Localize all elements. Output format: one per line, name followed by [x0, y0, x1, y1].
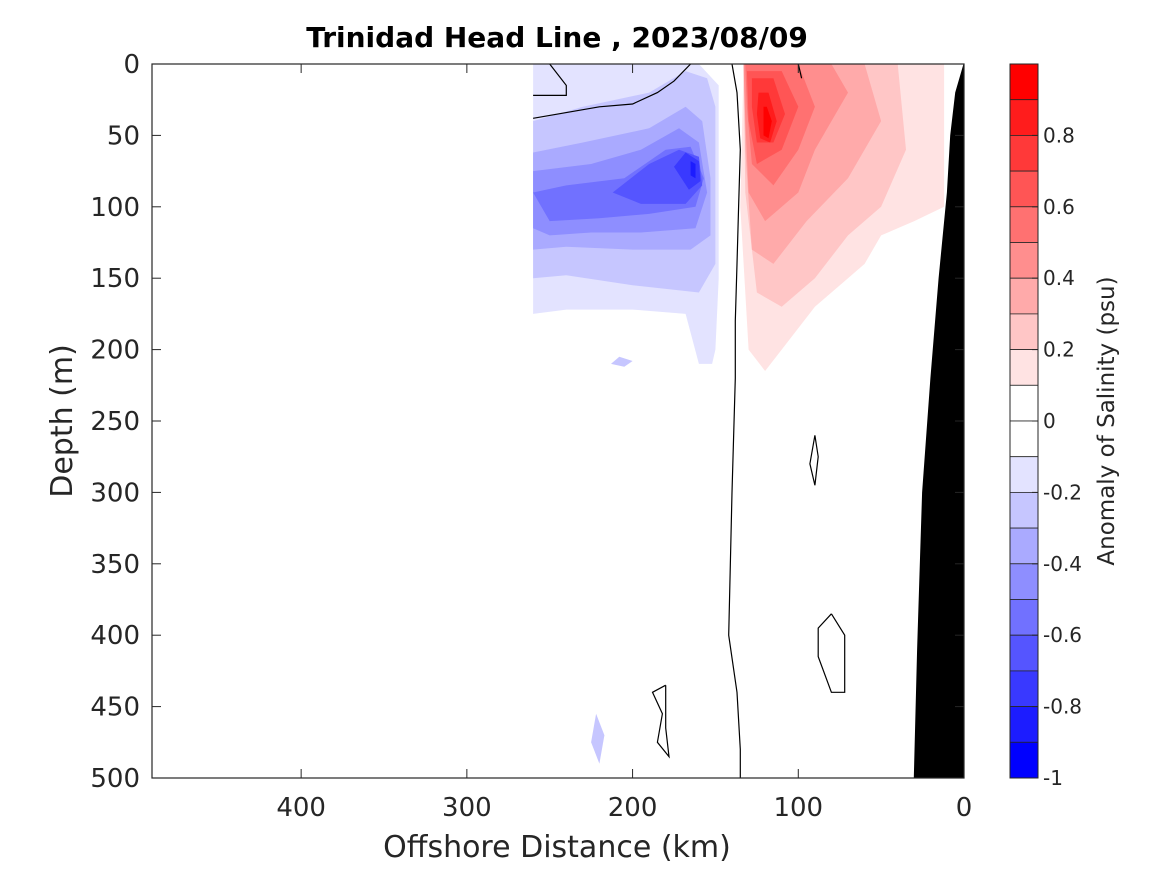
anomaly-region-negative-14: [674, 152, 701, 190]
colorbar-swatch-12: [1009, 491, 1039, 529]
colorbar-swatch-18: [1009, 706, 1039, 743]
zero-contour-line-4: [817, 613, 846, 693]
colorbar-swatch-1: [1009, 99, 1039, 136]
y-tick-label: 50: [107, 121, 140, 151]
y-tick-label: 400: [90, 621, 140, 651]
x-tick-label: 400: [276, 793, 326, 823]
zero-contour-line-5: [651, 684, 670, 759]
x-tick-label: 300: [442, 793, 492, 823]
colorbar-swatch-5: [1009, 242, 1039, 279]
colorbar-swatch-2: [1009, 134, 1039, 172]
anomaly-region-negative-3: [591, 713, 605, 764]
colorbar-tick-label: 0: [1043, 409, 1056, 433]
colorbar-swatch-15: [1009, 599, 1039, 636]
anomaly-contour-fill-layer: [533, 64, 945, 764]
zero-contour-layer: [532, 64, 846, 778]
plot-area: 400 300 200 100 0 0 50 100 150 200 250 300 350 400 45…: [90, 50, 972, 823]
y-axis-label: Depth (m): [45, 344, 80, 498]
colorbar-tick-label: 0.4: [1043, 266, 1075, 290]
x-tick-label: 200: [608, 793, 658, 823]
colorbar-swatch-9: [1009, 384, 1039, 422]
colorbar-tick-label: -0.4: [1043, 552, 1082, 576]
seafloor-layer: [913, 64, 964, 778]
colorbar-tick-label: 0.6: [1043, 195, 1075, 219]
colorbar-swatch-10: [1009, 420, 1039, 458]
colorbar-swatch-19: [1009, 741, 1039, 779]
zero-contour-line-6: [797, 64, 803, 79]
zero-contour-line-0: [728, 64, 741, 778]
y-tick-label: 500: [90, 764, 140, 794]
x-axis-ticks: 400 300 200 100 0: [276, 64, 972, 823]
colorbar-tick-label: -0.8: [1043, 695, 1082, 719]
x-axis-label: Offshore Distance (km): [383, 830, 731, 865]
y-tick-label: 100: [90, 193, 140, 223]
colorbar-tick-label: -0.2: [1043, 480, 1082, 504]
seafloor-bathymetry: [913, 64, 964, 778]
anomaly-region-negative-16: [690, 161, 696, 179]
colorbar-swatch-3: [1009, 170, 1039, 208]
chart-title: Trinidad Head Line , 2023/08/09: [306, 21, 808, 54]
y-tick-label: 300: [90, 478, 140, 508]
x-tick-label: 0: [956, 793, 973, 823]
y-tick-label: 150: [90, 264, 140, 294]
y-tick-label: 0: [123, 50, 140, 80]
y-axis-ticks: 0 50 100 150 200 250 300 350 400 450 500: [90, 50, 964, 794]
colorbar-swatch-16: [1009, 634, 1039, 672]
y-tick-label: 200: [90, 336, 140, 366]
x-tick-label: 100: [773, 793, 823, 823]
colorbar-swatch-17: [1009, 670, 1039, 708]
colorbar-swatch-11: [1009, 456, 1039, 493]
colorbar-ticks: 0.8 0.6 0.4 0.2 0 -0.2 -0.4 -0.6 -0.8 -1: [1032, 123, 1082, 790]
colorbar-label: Anomaly of Salinity (psu): [1094, 276, 1120, 565]
colorbar-swatch-7: [1009, 313, 1039, 350]
colorbar-swatch-0: [1009, 63, 1039, 101]
colorbar-swatch-6: [1009, 277, 1039, 315]
colorbar-tick-label: -0.6: [1043, 623, 1082, 647]
colorbar-tick-label: -1: [1043, 766, 1063, 790]
colorbar-swatch-4: [1009, 206, 1039, 243]
anomaly-region-positive-18: [763, 106, 772, 139]
y-tick-label: 250: [90, 407, 140, 437]
anomaly-region-negative-4: [611, 356, 633, 367]
colorbar-swatch-8: [1009, 349, 1039, 386]
zero-contour-line-3: [809, 435, 819, 486]
colorbar-tick-label: 0.2: [1043, 338, 1075, 362]
colorbar-tick-label: 0.8: [1043, 123, 1075, 147]
y-tick-label: 350: [90, 550, 140, 580]
y-tick-label: 450: [90, 693, 140, 723]
colorbar-swatch-14: [1009, 563, 1039, 600]
colorbar: 0.8 0.6 0.4 0.2 0 -0.2 -0.4 -0.6 -0.8 -1 Anomaly …: [1009, 63, 1120, 790]
zero-contour-line-1: [532, 64, 692, 119]
zero-contour-line-2: [533, 64, 567, 97]
colorbar-swatch-13: [1009, 527, 1039, 565]
